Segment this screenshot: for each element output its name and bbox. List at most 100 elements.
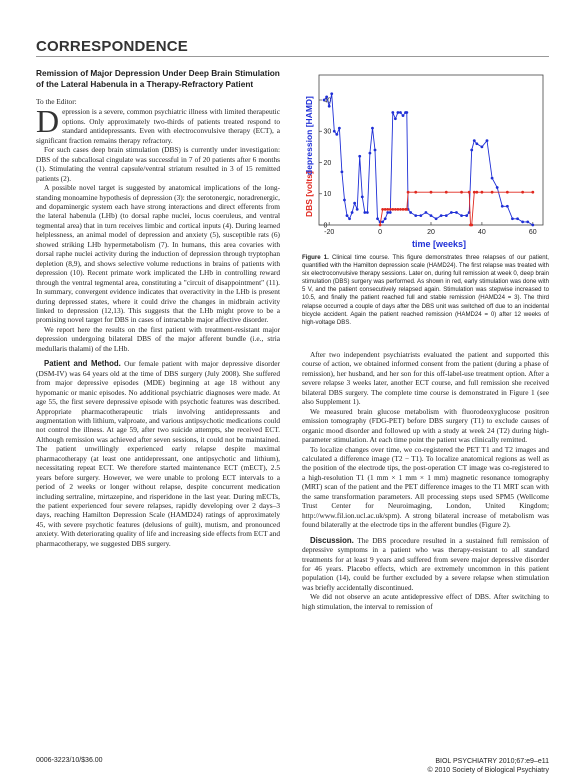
data-point — [424, 211, 428, 214]
intro-text: epression is a severe, common psychiatri… — [36, 107, 280, 145]
data-point — [405, 207, 409, 211]
data-point — [500, 204, 504, 208]
data-point — [391, 111, 395, 114]
data-point — [470, 223, 474, 227]
data-point — [414, 214, 418, 218]
right-column: After two independent psychiatrists eval… — [302, 350, 549, 611]
figure-caption: Figure 1. Clinical time course. This fig… — [302, 254, 549, 327]
caption-label: Figure 1. — [302, 254, 329, 261]
data-point — [358, 154, 362, 158]
caption-text: Clinical time course. This figure demons… — [302, 254, 549, 326]
discussion-text: The DBS procedure resulted in a sustaine… — [302, 535, 549, 592]
data-point — [485, 139, 489, 143]
header-rule — [36, 56, 549, 57]
y-tick-label: 20 — [324, 160, 332, 167]
discussion-heading: Discussion. — [310, 535, 354, 545]
data-point — [460, 190, 463, 194]
salutation: To the Editor: — [36, 97, 77, 106]
data-point — [325, 95, 329, 99]
data-point — [327, 104, 331, 108]
data-point — [322, 98, 326, 102]
data-point — [348, 217, 351, 221]
data-point — [368, 151, 372, 155]
plot-frame — [318, 74, 544, 226]
paragraph-2: For such cases deep brain stimulation (D… — [36, 145, 280, 183]
data-point — [381, 220, 385, 224]
data-point — [516, 217, 519, 221]
paragraph-3: A possible novel target is suggested by … — [36, 183, 280, 325]
right-paragraph-2: We measured brain glucose metabolism wit… — [302, 406, 549, 445]
data-point — [399, 111, 402, 114]
data-point — [429, 214, 433, 218]
data-point — [393, 117, 397, 121]
right-paragraph-5: We did not observe an acute antidepressi… — [302, 592, 549, 611]
data-point — [399, 207, 402, 211]
data-point — [475, 190, 479, 194]
data-point — [330, 92, 334, 96]
data-point — [472, 139, 476, 143]
data-point — [526, 220, 530, 224]
data-point — [350, 211, 354, 214]
data-point — [401, 207, 405, 211]
x-tick-label: 40 — [478, 229, 486, 236]
data-point — [521, 190, 525, 194]
data-point — [409, 211, 413, 214]
article-title: Remission of Major Depression Under Deep… — [36, 68, 280, 89]
data-point — [531, 190, 535, 194]
data-point — [355, 207, 359, 211]
data-point — [332, 129, 336, 133]
data-point — [365, 211, 369, 214]
y-axis-label-red: DBS [volts] — [304, 171, 314, 217]
data-point — [444, 214, 448, 218]
methods-text: Our female patient with major depressive… — [36, 359, 280, 548]
data-point — [511, 217, 514, 221]
drop-cap: D — [36, 103, 60, 140]
data-point — [378, 223, 382, 227]
data-point — [419, 214, 423, 218]
data-point — [470, 148, 474, 152]
data-point — [386, 207, 390, 211]
data-point — [406, 190, 410, 194]
x-tick-label: -20 — [324, 229, 334, 236]
discussion-paragraph: Discussion. The DBS procedure resulted i… — [302, 536, 549, 593]
data-point — [373, 148, 377, 152]
data-point — [480, 190, 484, 194]
data-point — [439, 214, 443, 218]
data-point — [467, 190, 471, 194]
data-point — [495, 186, 499, 189]
methods-heading: Patient and Method. — [44, 359, 121, 369]
paragraph-4: We report here the results on the first … — [36, 324, 280, 353]
x-tick-label: 0 — [378, 229, 382, 236]
data-point — [531, 223, 535, 227]
data-point — [434, 217, 438, 221]
data-point — [386, 211, 390, 214]
data-point — [391, 207, 395, 211]
data-point — [383, 217, 387, 221]
data-point — [388, 207, 392, 211]
y-axis-label-blue: depression [HAMD] — [304, 96, 314, 175]
data-point — [429, 190, 433, 194]
methods-paragraph: Patient and Method. Our female patient w… — [36, 359, 280, 548]
footer-citation: BIOL PSYCHIATRY 2010;67:e9–e11 © 2010 So… — [428, 757, 550, 775]
footer-copyright: © 2010 Society of Biological Psychiatry — [427, 767, 550, 774]
data-point — [490, 176, 494, 180]
footer-issn: 0006-3223/10/$36.00 — [36, 757, 103, 764]
data-point — [363, 211, 367, 214]
data-point — [371, 126, 374, 130]
data-point — [480, 145, 484, 149]
right-paragraph-1: After two independent psychiatrists eval… — [302, 350, 549, 407]
data-point — [335, 132, 339, 136]
data-point — [337, 126, 341, 130]
data-point — [444, 190, 448, 194]
x-axis-label: time [weeks] — [412, 239, 466, 249]
data-point — [383, 207, 387, 211]
data-point — [455, 211, 458, 214]
data-point — [449, 211, 453, 214]
x-tick-label: 60 — [529, 229, 537, 236]
data-point — [465, 214, 469, 218]
data-point — [376, 217, 379, 221]
y-tick-label: 30 — [324, 129, 332, 136]
data-point — [505, 204, 509, 208]
